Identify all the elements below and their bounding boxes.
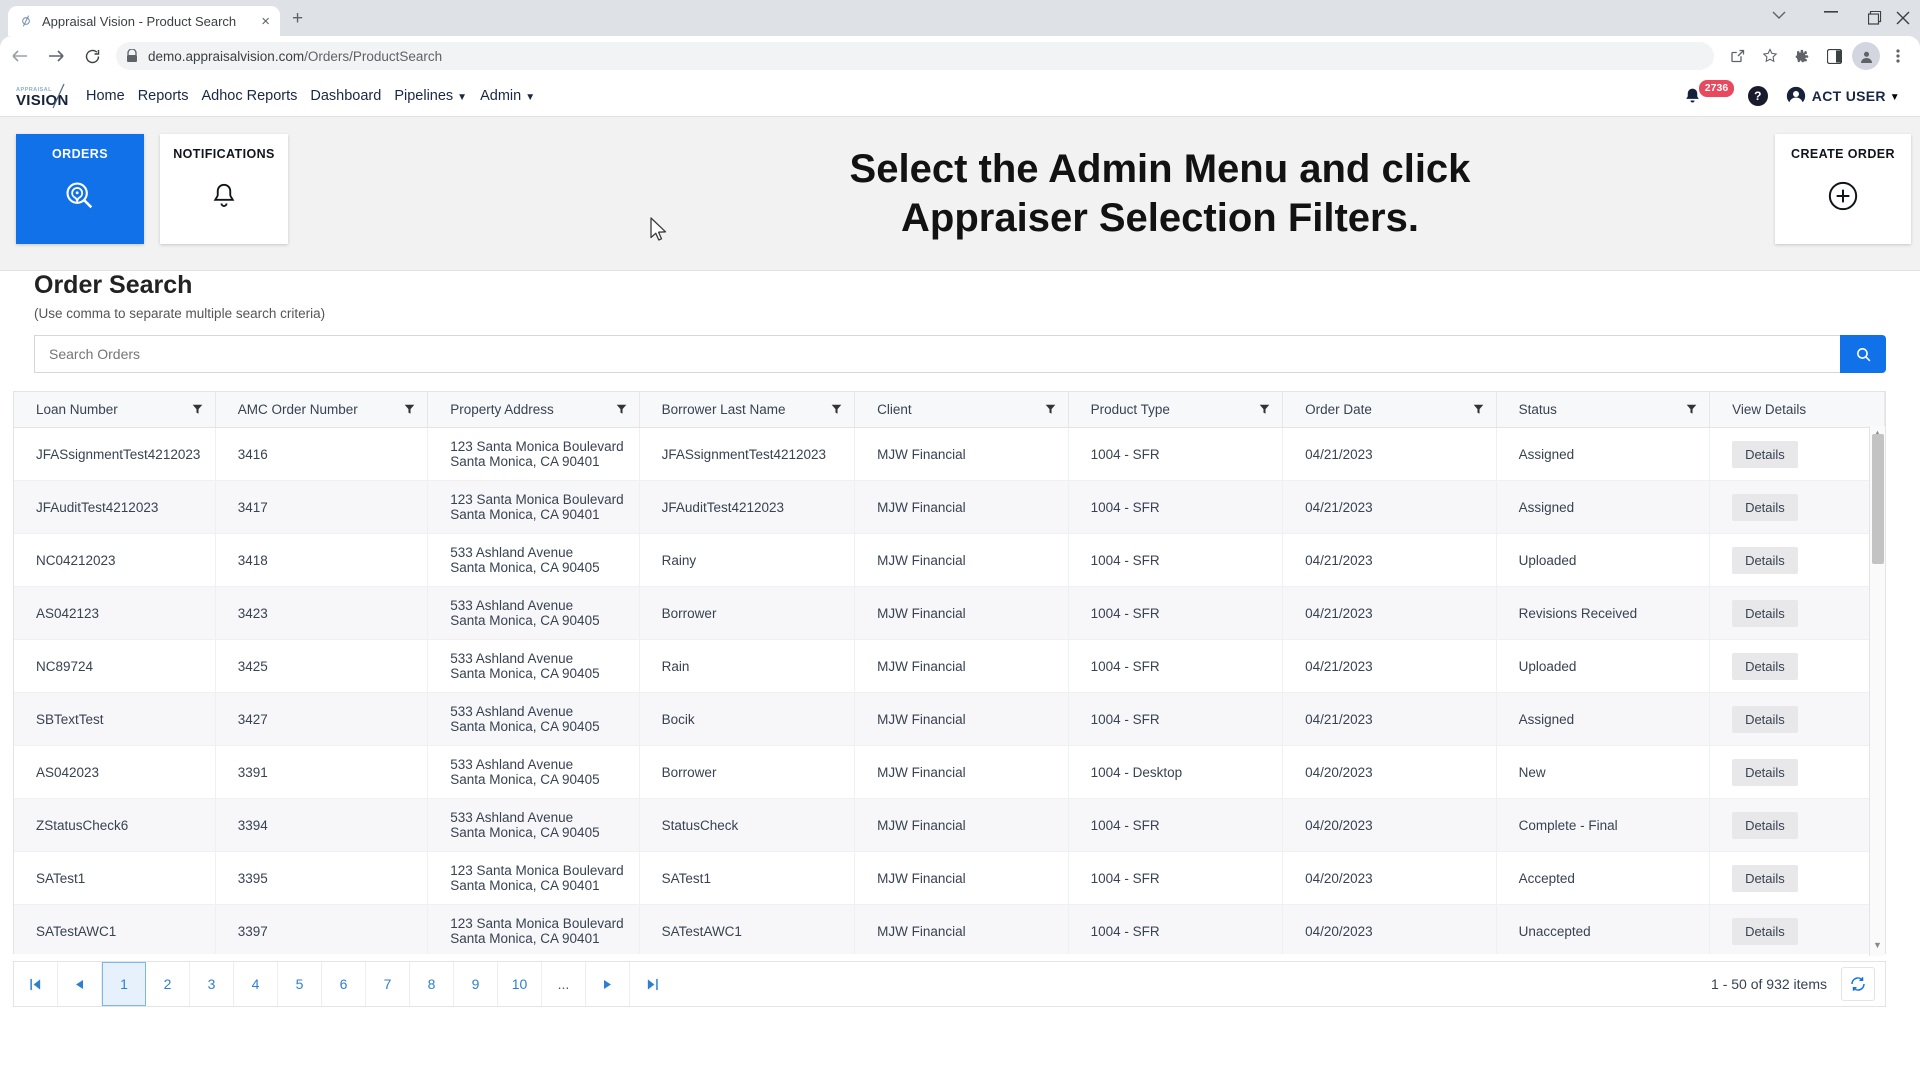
svg-text:VISION: VISION [16, 92, 69, 109]
